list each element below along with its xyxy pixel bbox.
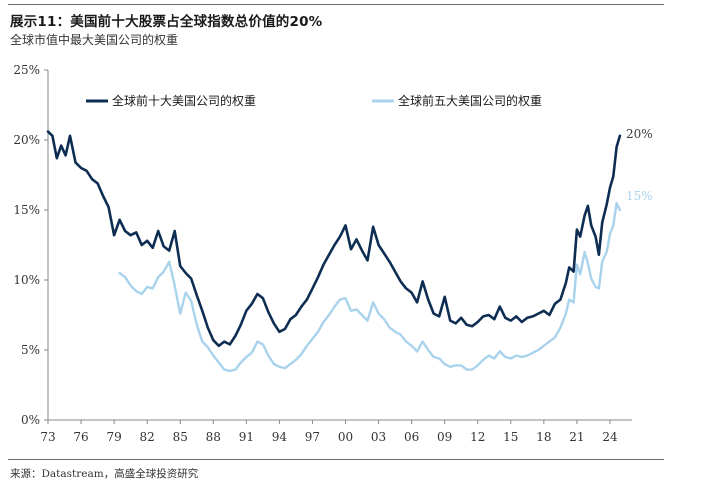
x-tick-label: 85 [173,430,188,444]
x-tick-label: 88 [206,430,221,444]
y-axis: 0% 5% 10% 15% 20% 25% [13,63,49,427]
x-tick-label: 03 [371,430,386,444]
series-line-top10 [46,130,622,348]
x-tick-label: 21 [569,430,584,444]
x-tick-label: 18 [536,430,551,444]
x-tick-label: 15 [503,430,518,444]
y-tick-label: 15% [13,203,40,217]
legend-label-top10: 全球前十大美国公司的权重 [112,93,256,108]
chart-title: 展示11：美国前十大股票占全球指数总价值的20% [10,14,323,30]
x-axis: 73 76 79 82 85 88 91 94 97 00 03 06 09 12 15 18 21 24 [40,419,632,444]
series-layer [46,130,622,373]
end-label-top5: 15% [626,189,653,203]
x-tick-label: 24 [602,430,618,444]
x-tick-label: 09 [437,430,452,444]
x-tick-label: 76 [73,430,88,444]
y-tick-label: 10% [13,273,40,287]
x-tick-label: 73 [40,430,55,444]
x-tick-label: 97 [305,430,320,444]
y-tick-label: 25% [13,63,40,77]
legend: 全球前十大美国公司的权重 全球前五大美国公司的权重 [86,93,542,108]
top-rule [8,4,664,5]
x-tick-label: 91 [239,430,254,444]
series-line-top5 [118,201,622,373]
x-tick-label: 79 [106,430,121,444]
x-tick-label: 00 [338,430,353,444]
y-tick-label: 5% [21,343,40,357]
end-labels: 20% 15% [626,127,653,203]
x-tick-label: 12 [470,430,485,444]
y-tick-label: 0% [21,413,40,427]
bottom-rule [8,459,664,460]
end-label-top10: 20% [626,127,653,141]
chart-subtitle: 全球市值中最大美国公司的权重 [10,33,179,47]
x-tick-label: 94 [272,430,288,444]
y-tick-label: 20% [13,133,40,147]
x-tick-label: 06 [404,430,419,444]
source-note: 来源：Datastream，高盛全球投资研究 [10,468,199,480]
x-tick-label: 82 [140,430,155,444]
legend-label-top5: 全球前五大美国公司的权重 [398,93,542,108]
